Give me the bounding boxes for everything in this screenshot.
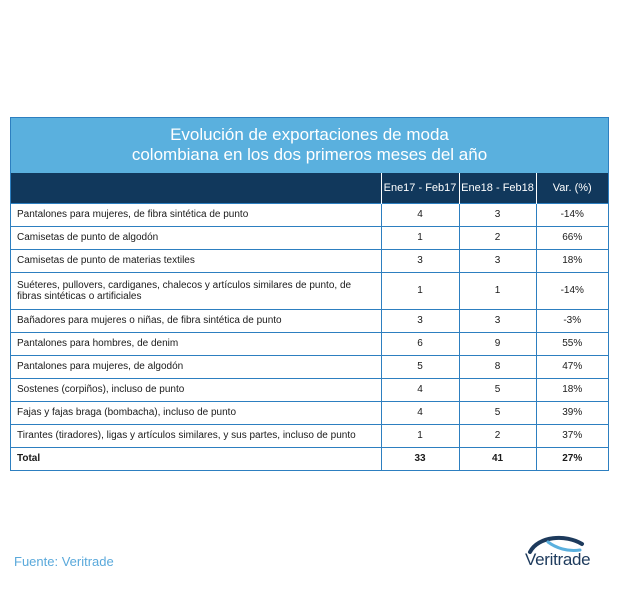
header-2018: Ene18 - Feb18 — [458, 173, 536, 203]
table-title: Evolución de exportaciones de moda colom… — [11, 118, 608, 173]
row-label: Tirantes (tiradores), ligas y artículos … — [11, 423, 381, 447]
row-value-2018: 8 — [458, 354, 536, 378]
row-variation: -14% — [535, 202, 608, 226]
logo-wordmark: Veritrade — [525, 550, 591, 569]
row-value-2018: 41 — [458, 446, 536, 470]
row-value-2017: 4 — [380, 202, 459, 226]
row-value-2017: 4 — [380, 400, 459, 424]
row-value-2018: 1 — [458, 271, 536, 309]
row-variation: 18% — [535, 377, 608, 401]
row-label: Camisetas de punto de algodón — [11, 225, 381, 249]
row-value-2017: 1 — [380, 423, 459, 447]
row-value-2018: 5 — [458, 377, 536, 401]
row-variation: 37% — [535, 423, 608, 447]
row-value-2018: 3 — [458, 308, 536, 332]
export-table-card: Evolución de exportaciones de moda colom… — [10, 117, 609, 471]
header-2017: Ene17 - Feb17 — [380, 173, 459, 203]
row-value-2017: 3 — [380, 248, 459, 272]
row-value-2017: 3 — [380, 308, 459, 332]
row-label: Fajas y fajas braga (bombacha), incluso … — [11, 400, 381, 424]
export-table: Ene17 - Feb17 Ene18 - Feb18 Var. (%) Pan… — [11, 173, 608, 470]
row-variation: 18% — [535, 248, 608, 272]
table-row: Pantalones para mujeres, de algodón 5 8 47% — [11, 354, 608, 378]
row-label: Total — [11, 446, 381, 470]
row-value-2018: 2 — [458, 225, 536, 249]
table-row: Tirantes (tiradores), ligas y artículos … — [11, 423, 608, 447]
row-label: Sostenes (corpiños), incluso de punto — [11, 377, 381, 401]
row-label: Suéteres, pullovers, cardiganes, chaleco… — [11, 271, 381, 309]
row-variation: 66% — [535, 225, 608, 249]
row-value-2017: 1 — [380, 225, 459, 249]
row-label: Pantalones para mujeres, de algodón — [11, 354, 381, 378]
table-total-row: Total 33 41 27% — [11, 446, 608, 470]
row-label: Pantalones para mujeres, de fibra sintét… — [11, 202, 381, 226]
row-value-2018: 3 — [458, 248, 536, 272]
globe-swoosh-icon — [528, 535, 584, 554]
row-value-2018: 2 — [458, 423, 536, 447]
row-variation: 47% — [535, 354, 608, 378]
header-variation: Var. (%) — [535, 173, 608, 203]
row-value-2017: 4 — [380, 377, 459, 401]
row-variation: 55% — [535, 331, 608, 355]
row-value-2018: 9 — [458, 331, 536, 355]
row-label: Bañadores para mujeres o niñas, de fibra… — [11, 308, 381, 332]
row-variation: -14% — [535, 271, 608, 309]
row-variation: 39% — [535, 400, 608, 424]
header-product — [11, 173, 381, 203]
row-value-2017: 33 — [380, 446, 459, 470]
row-variation: 27% — [535, 446, 608, 470]
table-row: Pantalones para mujeres, de fibra sintét… — [11, 202, 608, 226]
table-row: Sostenes (corpiños), incluso de punto 4 5 1… — [11, 377, 608, 401]
row-value-2018: 3 — [458, 202, 536, 226]
table-header-row: Ene17 - Feb17 Ene18 - Feb18 Var. (%) — [11, 173, 608, 203]
source-note: Fuente: Veritrade — [14, 554, 114, 569]
table-row: Suéteres, pullovers, cardiganes, chaleco… — [11, 271, 608, 309]
table-row: Pantalones para hombres, de denim 6 9 55% — [11, 331, 608, 355]
row-variation: -3% — [535, 308, 608, 332]
row-value-2017: 5 — [380, 354, 459, 378]
table-row: Camisetas de punto de materias textiles 3… — [11, 248, 608, 272]
table-body: Pantalones para mujeres, de fibra sintét… — [11, 202, 608, 470]
row-value-2018: 5 — [458, 400, 536, 424]
row-label: Camisetas de punto de materias textiles — [11, 248, 381, 272]
table-title-line-1: Evolución de exportaciones de moda — [170, 125, 449, 144]
table-row: Fajas y fajas braga (bombacha), incluso … — [11, 400, 608, 424]
table-title-line-2: colombiana en los dos primeros meses del… — [131, 145, 488, 164]
row-label: Pantalones para hombres, de denim — [11, 331, 381, 355]
table-row: Bañadores para mujeres o niñas, de fibra… — [11, 308, 608, 332]
row-value-2017: 6 — [380, 331, 459, 355]
row-value-2017: 1 — [380, 271, 459, 309]
table-row: Camisetas de punto de algodón 1 2 66% — [11, 225, 608, 249]
veritrade-logo: Veritrade — [522, 534, 606, 574]
